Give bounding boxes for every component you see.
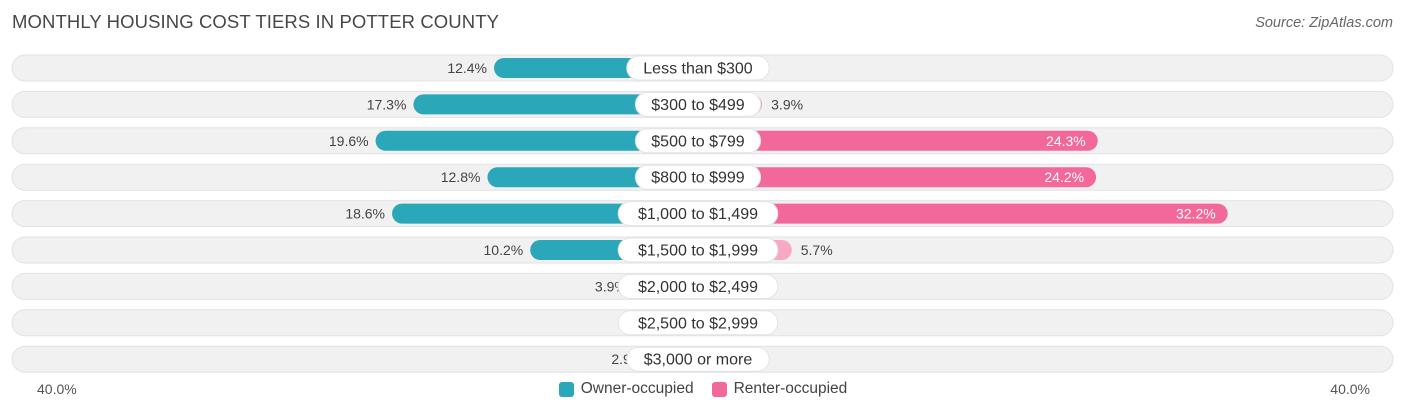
category-pill xyxy=(634,164,762,190)
category-label: $800 to $999 xyxy=(651,170,745,187)
value-label-renter: 24.2% xyxy=(1044,169,1084,185)
category-label: $1,500 to $1,999 xyxy=(638,243,758,260)
category-label: $2,500 to $2,999 xyxy=(638,315,758,332)
value-label-owner: 10.2% xyxy=(484,242,524,258)
category-pill xyxy=(634,128,762,154)
bar-renter-occupied xyxy=(698,203,1228,224)
chart-row: 17.3% 3.9% $300 to $499 xyxy=(11,90,1394,118)
chart-row: 12.8% 24.2% $800 to $999 xyxy=(11,163,1394,191)
value-label-owner: 19.6% xyxy=(329,133,369,149)
category-pill xyxy=(617,201,779,227)
legend: Owner-occupied Renter-occupied xyxy=(0,380,1406,398)
category-label: $2,000 to $2,499 xyxy=(638,279,758,296)
value-label-renter: 24.3% xyxy=(1046,133,1086,149)
legend-swatch-owner xyxy=(558,381,574,397)
source-label: Source: ZipAtlas.com xyxy=(1255,15,1393,31)
legend-item-renter: Renter-occupied xyxy=(711,380,848,398)
legend-label-owner: Owner-occupied xyxy=(580,380,694,397)
value-label-owner: 17.3% xyxy=(367,96,407,112)
legend-label-renter: Renter-occupied xyxy=(733,380,848,397)
axis-right-label: 40.0% xyxy=(1330,381,1370,397)
category-pill xyxy=(617,310,779,336)
legend-item-owner: Owner-occupied xyxy=(558,380,694,398)
value-label-owner: 18.6% xyxy=(345,206,385,222)
category-label: $300 to $499 xyxy=(651,97,745,114)
category-pill xyxy=(626,55,770,81)
category-label: $500 to $799 xyxy=(651,133,745,150)
chart-row: 3.9%1.1%$2,000 to $2,499 xyxy=(11,272,1394,300)
value-label-renter: 32.2% xyxy=(1176,206,1216,222)
category-label: $3,000 or more xyxy=(644,352,753,369)
value-label-owner: 12.4% xyxy=(447,60,487,76)
bar-owner-occupied xyxy=(413,94,698,115)
chart-row: 2.3%0.64%$2,500 to $2,999 xyxy=(11,309,1394,337)
axis-left-label: 40.0% xyxy=(37,381,77,397)
category-pill xyxy=(634,91,762,117)
legend-swatch-renter xyxy=(711,381,727,397)
chart-row: 10.2% 5.7% $1,500 to $1,999 xyxy=(11,236,1394,264)
chart-row: 19.6% 24.3% $500 to $799 xyxy=(11,127,1394,155)
category-pill xyxy=(626,346,770,372)
chart-row: 12.4%1.7%Less than $300 xyxy=(11,54,1394,82)
value-label-renter: 3.9% xyxy=(771,96,803,112)
bar-renter-occupied xyxy=(698,130,1098,151)
category-pill xyxy=(617,237,779,263)
value-label-renter: 5.7% xyxy=(801,242,833,258)
category-pill xyxy=(617,273,779,299)
category-label: $1,000 to $1,499 xyxy=(638,206,758,223)
category-label: Less than $300 xyxy=(643,61,753,78)
chart-row: 2.9%0.91%$3,000 or more xyxy=(11,345,1394,373)
chart-row: 18.6% 32.2% $1,000 to $1,499 xyxy=(11,200,1394,228)
bar-owner-occupied xyxy=(375,130,698,151)
chart-title: MONTHLY HOUSING COST TIERS IN POTTER COU… xyxy=(12,11,500,32)
value-label-owner: 12.8% xyxy=(441,169,481,185)
bar-renter-occupied xyxy=(698,167,1097,188)
